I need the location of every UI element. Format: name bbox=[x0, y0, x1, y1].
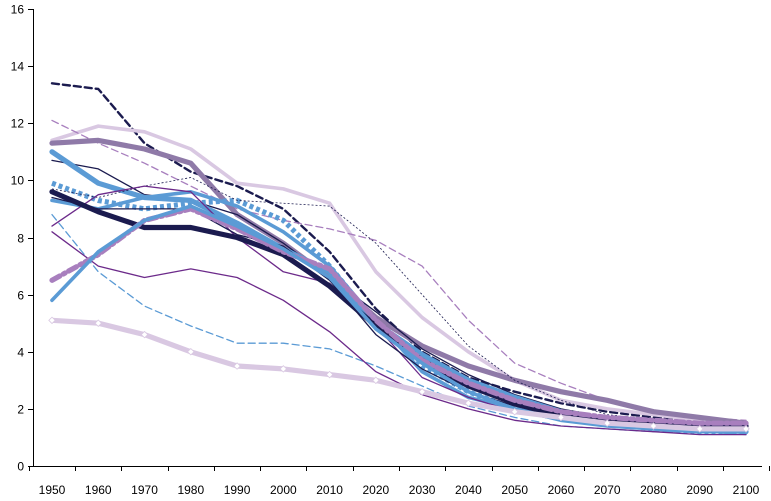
x-tick-label: 2040 bbox=[455, 483, 482, 497]
x-tick-label: 1950 bbox=[39, 483, 66, 497]
data-point-marker bbox=[279, 365, 288, 373]
data-point-marker bbox=[418, 387, 426, 396]
y-tick-label: 0 bbox=[17, 460, 24, 474]
series-line bbox=[51, 196, 747, 433]
data-point-marker bbox=[695, 425, 704, 433]
y-tick-label: 4 bbox=[17, 346, 24, 360]
series-line bbox=[51, 213, 747, 436]
series-line bbox=[51, 180, 746, 435]
series-line bbox=[51, 231, 747, 436]
data-point-marker bbox=[233, 362, 241, 370]
series-line bbox=[50, 124, 748, 426]
x-tick-label: 1980 bbox=[177, 483, 204, 497]
x-tick-label: 2090 bbox=[686, 483, 713, 497]
data-point-marker bbox=[48, 316, 56, 325]
x-tick-label: 2010 bbox=[316, 483, 343, 497]
x-tick-label: 2080 bbox=[640, 483, 667, 497]
data-point-marker bbox=[372, 376, 380, 385]
x-tick-label: 2070 bbox=[594, 483, 621, 497]
x-tick-label: 1990 bbox=[224, 483, 251, 497]
series-line bbox=[51, 177, 747, 427]
data-point-marker bbox=[140, 330, 149, 339]
data-point-marker bbox=[603, 419, 611, 427]
series-line bbox=[51, 119, 747, 421]
axis-layer: 0 2 4 6 8 10 12 14 16 1950 1960 1970 1980 1990 2000 201… bbox=[11, 3, 770, 497]
series-line bbox=[50, 204, 748, 434]
data-point-marker bbox=[742, 425, 750, 433]
x-tick-label: 2060 bbox=[548, 483, 575, 497]
series-line bbox=[49, 189, 749, 429]
data-point-marker bbox=[557, 413, 565, 422]
x-tick-label: 2100 bbox=[733, 483, 760, 497]
series-line bbox=[49, 206, 749, 426]
data-point-marker bbox=[649, 422, 658, 430]
y-tick-label: 8 bbox=[17, 232, 24, 246]
data-point-marker bbox=[464, 399, 473, 407]
data-point-marker bbox=[94, 319, 103, 327]
data-point-marker bbox=[187, 347, 195, 356]
series-line bbox=[49, 137, 749, 426]
x-tick-label: 2050 bbox=[501, 483, 528, 497]
y-tick-label: 6 bbox=[17, 289, 24, 303]
series-line bbox=[51, 185, 747, 433]
x-tick-label: 2030 bbox=[409, 483, 436, 497]
y-tick-label: 14 bbox=[11, 60, 25, 74]
series-layer bbox=[48, 82, 750, 436]
series-line bbox=[49, 149, 749, 435]
x-tick-label: 1970 bbox=[131, 483, 158, 497]
x-tick-label: 1960 bbox=[85, 483, 112, 497]
y-tick-label: 2 bbox=[17, 403, 24, 417]
y-tick-label: 16 bbox=[11, 3, 25, 17]
series-line bbox=[49, 317, 749, 432]
y-tick-label: 12 bbox=[11, 117, 25, 131]
data-point-marker bbox=[510, 407, 519, 416]
data-point-marker bbox=[325, 370, 334, 379]
x-tick-label: 2000 bbox=[270, 483, 297, 497]
x-tick-label: 2020 bbox=[363, 483, 390, 497]
y-tick-label: 10 bbox=[11, 174, 25, 188]
